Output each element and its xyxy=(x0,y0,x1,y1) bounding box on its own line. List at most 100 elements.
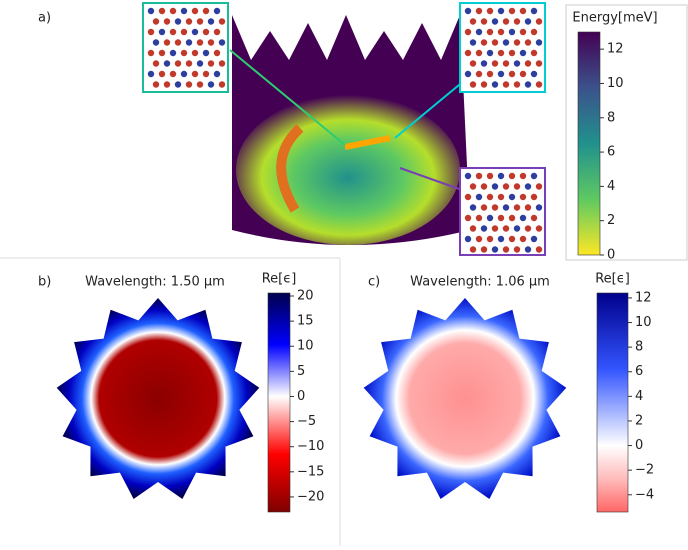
atom xyxy=(207,81,215,88)
tick-label: 0 xyxy=(607,248,615,263)
atom xyxy=(218,60,226,67)
tick-label: 0 xyxy=(635,438,643,453)
atom xyxy=(191,49,199,57)
tick-label: 4 xyxy=(607,179,615,194)
tick-label: −10 xyxy=(297,439,324,454)
tick-label: 5 xyxy=(297,364,305,379)
atom xyxy=(535,39,543,46)
atom xyxy=(475,7,483,15)
atom xyxy=(174,39,182,46)
energy-surface xyxy=(229,15,470,245)
atom xyxy=(486,49,494,57)
atom xyxy=(530,49,538,57)
atom xyxy=(213,49,221,57)
atom xyxy=(147,70,155,78)
atom xyxy=(508,235,516,243)
atom xyxy=(202,49,210,57)
atom xyxy=(207,18,215,25)
atom xyxy=(180,7,188,15)
tick-label: 6 xyxy=(635,364,643,379)
atom xyxy=(508,70,516,78)
atom xyxy=(475,28,483,36)
atom xyxy=(158,28,166,36)
colorbar xyxy=(596,292,629,513)
atom xyxy=(480,81,488,88)
atom xyxy=(480,204,488,211)
atom xyxy=(513,246,521,253)
atom xyxy=(218,18,226,25)
atom xyxy=(497,214,505,222)
atom xyxy=(180,28,188,36)
atom xyxy=(535,204,543,211)
atom xyxy=(202,28,210,36)
atom xyxy=(508,193,516,201)
atom xyxy=(185,18,193,25)
atom xyxy=(508,172,516,180)
atom xyxy=(469,246,477,253)
atom xyxy=(519,214,527,222)
atom xyxy=(169,49,177,57)
atom xyxy=(530,7,538,15)
atom xyxy=(491,18,499,25)
atom xyxy=(464,28,472,36)
atom xyxy=(147,7,155,15)
atom xyxy=(196,60,204,67)
atom xyxy=(524,183,532,190)
atom xyxy=(535,18,543,25)
atom xyxy=(502,60,510,67)
atom xyxy=(508,28,516,36)
atom xyxy=(464,49,472,57)
atom xyxy=(163,81,171,88)
atom xyxy=(185,60,193,67)
tick-label: −4 xyxy=(635,487,654,502)
atom xyxy=(524,18,532,25)
atom xyxy=(469,81,477,88)
tick-label: 20 xyxy=(297,289,314,304)
tick-label: 0 xyxy=(297,389,305,404)
atom xyxy=(486,193,494,201)
panel-label: a) xyxy=(38,11,51,26)
lattice-inset xyxy=(142,2,546,256)
panel-title: Wavelength: 1.06 µm xyxy=(410,275,550,290)
atom xyxy=(163,18,171,25)
atom xyxy=(152,18,160,25)
colorbar xyxy=(577,31,601,256)
panel-label: b) xyxy=(38,275,51,290)
atom xyxy=(480,225,488,232)
atom xyxy=(491,225,499,232)
tick-label: 15 xyxy=(297,314,314,329)
atom xyxy=(486,235,494,243)
tick-label: 2 xyxy=(635,413,643,428)
atom xyxy=(508,49,516,57)
atom xyxy=(491,60,499,67)
tick-label: −5 xyxy=(297,414,316,429)
tick-label: 12 xyxy=(607,42,624,57)
atom xyxy=(464,172,472,180)
tick-label: −15 xyxy=(297,464,324,479)
atom xyxy=(519,172,527,180)
tick-label: 10 xyxy=(635,315,652,330)
atom xyxy=(191,28,199,36)
atom xyxy=(464,70,472,78)
atom xyxy=(152,60,160,67)
atom xyxy=(152,81,160,88)
atom xyxy=(513,204,521,211)
atom xyxy=(519,70,527,78)
atom xyxy=(207,60,215,67)
atom xyxy=(535,225,543,232)
atom xyxy=(491,81,499,88)
atom xyxy=(530,28,538,36)
atom xyxy=(530,70,538,78)
atom xyxy=(524,246,532,253)
atom xyxy=(475,49,483,57)
atom xyxy=(475,172,483,180)
atom xyxy=(486,214,494,222)
atom xyxy=(169,28,177,36)
atom xyxy=(169,70,177,78)
colorbar xyxy=(267,292,291,513)
atom xyxy=(486,70,494,78)
atom xyxy=(475,193,483,201)
atom xyxy=(464,193,472,201)
atom xyxy=(502,18,510,25)
atom xyxy=(158,7,166,15)
